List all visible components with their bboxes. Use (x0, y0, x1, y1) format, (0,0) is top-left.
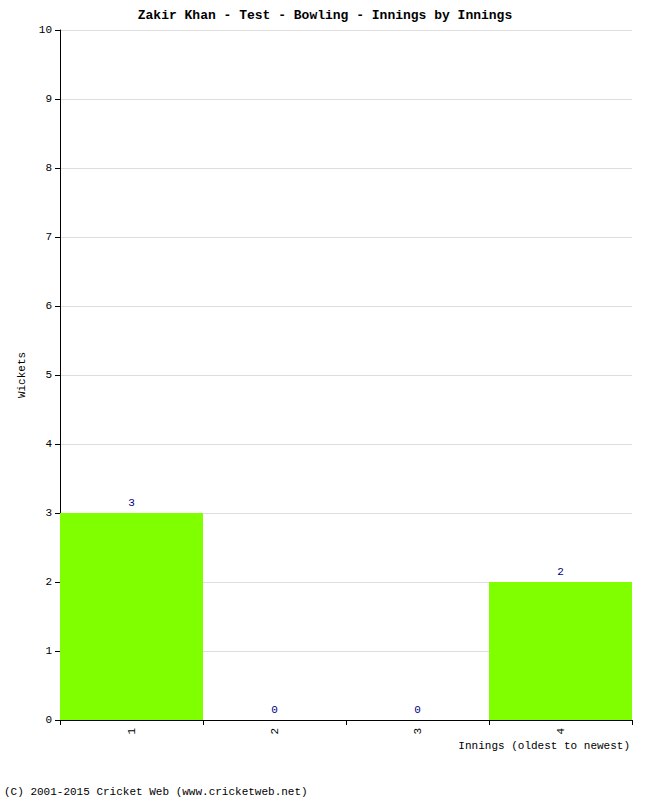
svg-text:Wickets: Wickets (16, 352, 28, 398)
svg-text:Innings (oldest to newest): Innings (oldest to newest) (458, 740, 630, 752)
svg-text:2: 2 (45, 576, 52, 588)
svg-text:0: 0 (414, 704, 421, 716)
svg-text:1: 1 (126, 728, 138, 735)
svg-text:8: 8 (45, 162, 52, 174)
svg-text:9: 9 (45, 93, 52, 105)
svg-text:10: 10 (39, 24, 52, 36)
svg-text:0: 0 (271, 704, 278, 716)
svg-text:1: 1 (45, 645, 52, 657)
svg-text:(C) 2001-2015 Cricket Web (www: (C) 2001-2015 Cricket Web (www.cricketwe… (4, 786, 308, 798)
svg-text:3: 3 (412, 728, 424, 735)
svg-text:4: 4 (555, 728, 567, 735)
svg-text:0: 0 (45, 714, 52, 726)
svg-text:3: 3 (45, 507, 52, 519)
svg-text:5: 5 (45, 369, 52, 381)
svg-text:7: 7 (45, 231, 52, 243)
svg-text:2: 2 (269, 728, 281, 735)
svg-text:4: 4 (45, 438, 52, 450)
svg-text:6: 6 (45, 300, 52, 312)
svg-text:3: 3 (128, 497, 135, 509)
svg-text:2: 2 (557, 566, 564, 578)
svg-text:Zakir Khan - Test - Bowling -: Zakir Khan - Test - Bowling - Innings by… (138, 8, 513, 23)
